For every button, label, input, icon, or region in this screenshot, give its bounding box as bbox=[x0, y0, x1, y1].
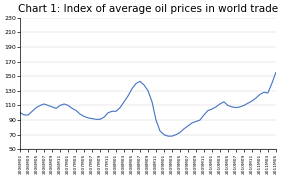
Title: Chart 1: Index of average oil prices in world trade: Chart 1: Index of average oil prices in … bbox=[18, 4, 278, 14]
